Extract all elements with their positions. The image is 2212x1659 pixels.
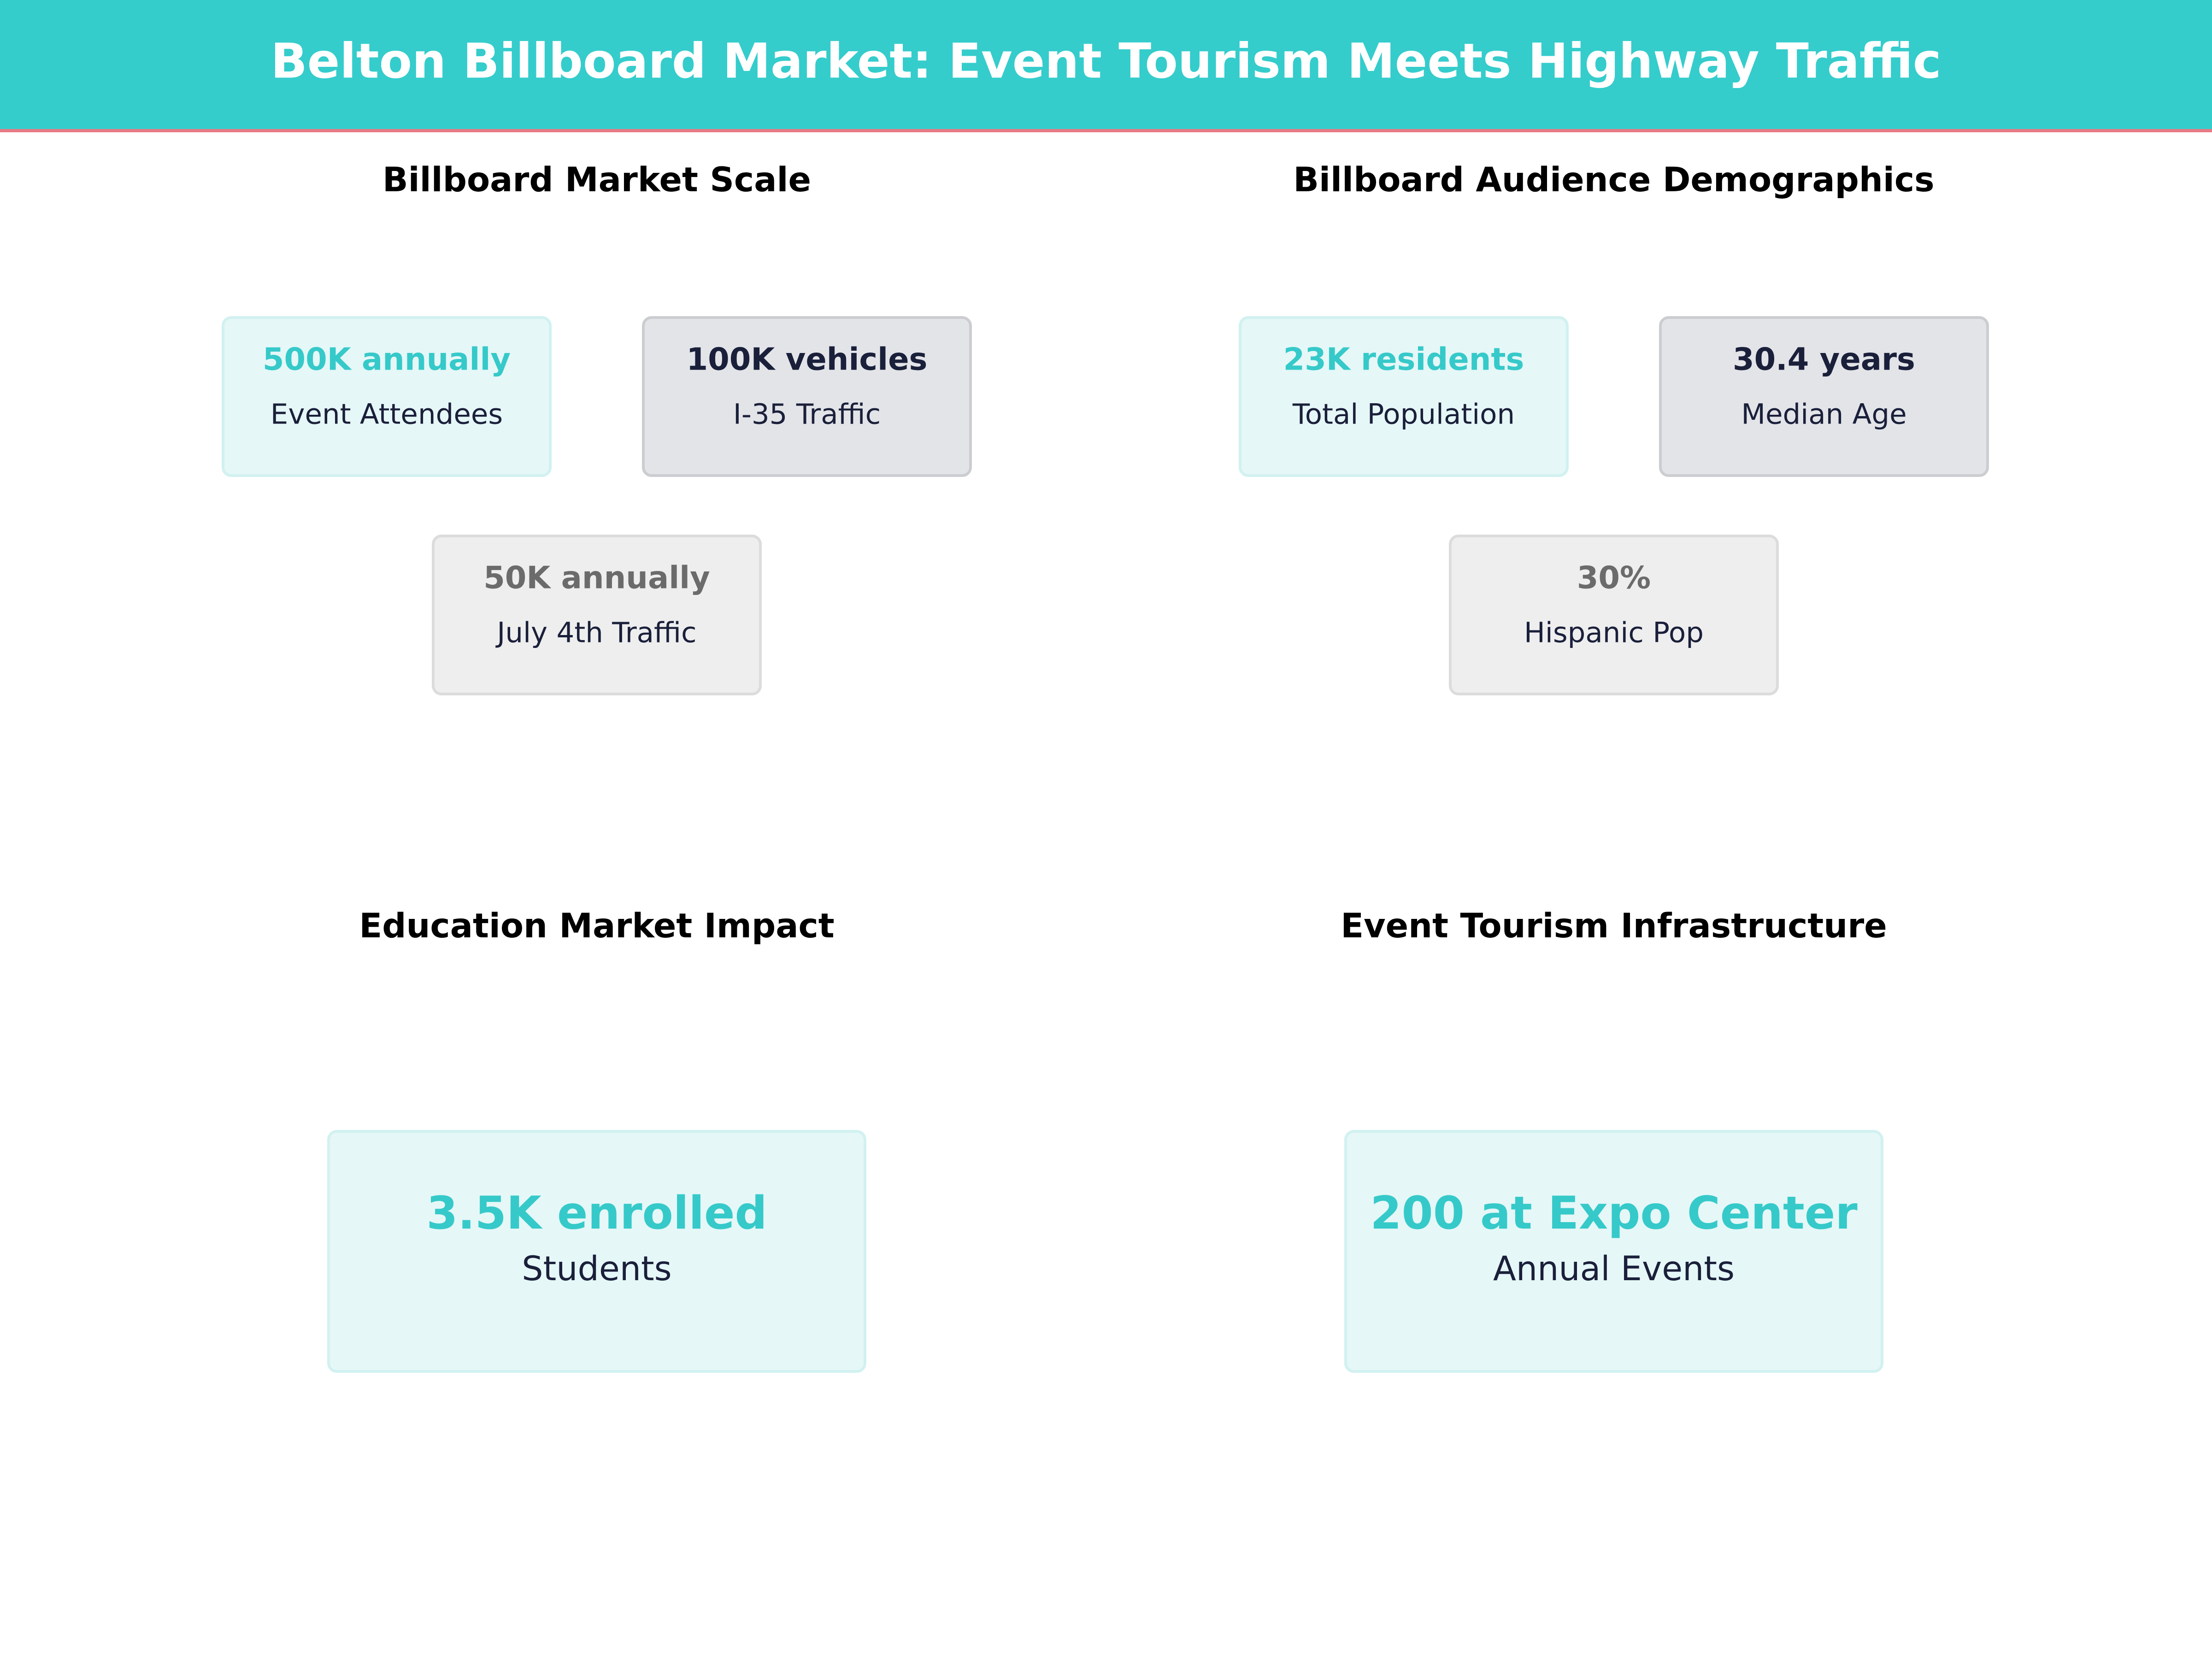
card-label: Annual Events [1493,1249,1735,1288]
panel: Education Market Impact 3.5K enrolled Stud… [327,906,866,1373]
card-box [432,535,762,695]
card-value: 50K annually [483,560,710,596]
card-value: 3.5K enrolled [426,1187,767,1240]
panel: Event Tourism Infrastructure 200 at Expo … [1341,906,1887,1373]
kpi-card: 100K vehicles I-35 Traffic [642,316,972,477]
kpi-card: 200 at Expo Center Annual Events [1344,1130,1883,1373]
card-label: Students [522,1249,671,1288]
panel: Billboard Audience Demographics 23K resid… [1239,160,1989,695]
card-value: 30.4 years [1733,341,1915,377]
panel-title: Education Market Impact [359,906,834,946]
header-bar [0,0,2212,130]
card-label: Median Age [1741,398,1906,431]
card-label: I-35 Traffic [733,398,881,431]
panel-title: Event Tourism Infrastructure [1341,906,1887,946]
card-label: Hispanic Pop [1524,617,1704,649]
card-box [642,316,972,477]
card-label: Total Population [1292,398,1515,431]
card-value: 23K residents [1283,341,1524,377]
kpi-card: 50K annually July 4th Traffic [432,535,762,695]
card-box [1449,535,1779,695]
page-title: Belton Billboard Market: Event Tourism M… [271,33,1941,89]
kpi-card: 500K annually Event Attendees [222,316,552,477]
card-box [1239,316,1569,477]
card-label: Event Attendees [271,398,503,431]
kpi-card: 30.4 years Median Age [1659,316,1989,477]
card-value: 500K annually [263,341,511,377]
card-value: 200 at Expo Center [1370,1187,1858,1240]
panel-title: Billboard Market Scale [382,160,811,200]
header-rule [0,129,2212,132]
kpi-card: 23K residents Total Population [1239,316,1569,477]
panel-title: Billboard Audience Demographics [1293,160,1934,200]
card-value: 30% [1577,560,1651,596]
card-box [222,316,552,477]
kpi-card: 3.5K enrolled Students [327,1130,866,1373]
card-label: July 4th Traffic [495,617,696,649]
card-box [1344,1130,1883,1373]
panel: Billboard Market Scale 500K annually Event… [222,160,972,695]
card-box [1659,316,1989,477]
kpi-card: 30% Hispanic Pop [1449,535,1779,695]
card-value: 100K vehicles [687,341,928,377]
card-box [327,1130,866,1373]
